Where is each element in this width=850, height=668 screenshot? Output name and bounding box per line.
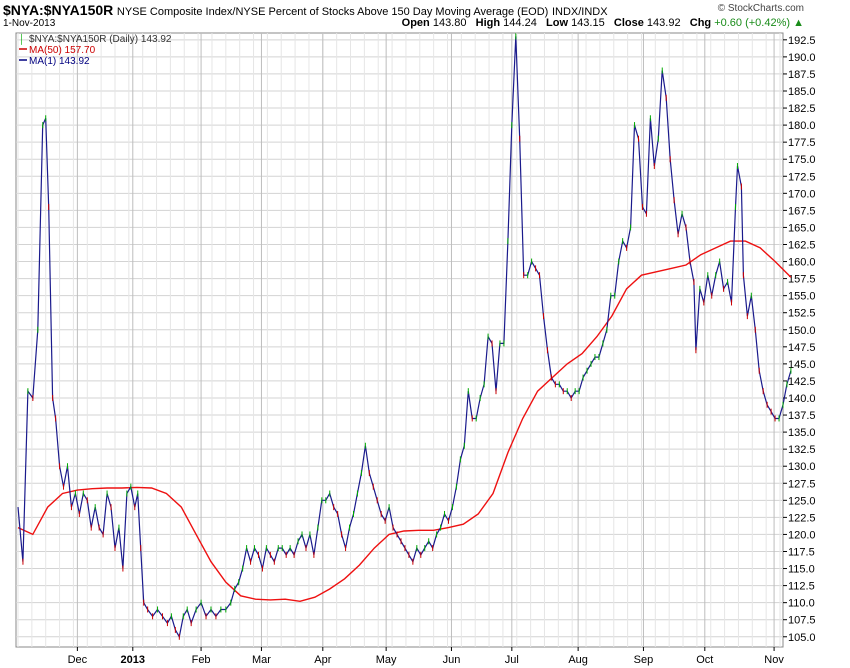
chart-symbol: $NYA:$NYA150R: [3, 2, 114, 18]
y-tick-label: 135.0: [788, 427, 816, 439]
chart-description: NYSE Composite Index/NYSE Percent of Sto…: [116, 6, 549, 18]
y-tick-label: 130.0: [788, 461, 816, 473]
y-tick-label: 137.5: [788, 410, 816, 422]
y-tick-label: 107.5: [788, 615, 816, 627]
grid-lines: [16, 33, 783, 647]
x-tick-label: Oct: [696, 654, 713, 666]
chg-label: Chg: [689, 17, 712, 29]
y-tick-label: 132.5: [788, 444, 816, 456]
chg-value: +0.60 (+0.42%): [714, 17, 791, 29]
ma50-line: [17, 240, 792, 603]
chart-exchange: INDX/INDX: [551, 6, 608, 18]
y-tick-label: 120.0: [788, 529, 816, 541]
up-triangle-icon: ▲: [793, 17, 804, 29]
x-tick-label: Nov: [764, 654, 784, 666]
close-value: 143.92: [646, 17, 681, 29]
chart-date: 1-Nov-2013: [3, 18, 56, 29]
legend-entry: MA(1) 143.92: [29, 56, 90, 67]
y-tick-label: 180.0: [788, 120, 816, 132]
y-tick-label: 115.0: [788, 564, 815, 576]
y-tick-label: 167.5: [788, 205, 816, 217]
x-tick-label: 2013: [121, 654, 145, 666]
x-tick-label: Dec: [68, 654, 88, 666]
y-tick-label: 160.0: [788, 257, 816, 269]
y-tick-label: 155.0: [788, 291, 816, 303]
y-tick-label: 157.5: [788, 274, 816, 286]
close-label: Close: [613, 17, 644, 29]
y-tick-label: 162.5: [788, 239, 816, 251]
y-tick-label: 117.5: [788, 546, 815, 558]
x-tick-label: Jul: [505, 654, 519, 666]
y-axis: 105.0 107.5 110.0 112.5 115.0 117.5 120.0 122.5…: [783, 35, 816, 644]
y-tick-label: 182.5: [788, 103, 816, 115]
y-tick-label: 145.0: [788, 359, 816, 371]
y-tick-label: 150.0: [788, 325, 816, 337]
y-tick-label: 140.0: [788, 393, 816, 405]
legend-entry: $NYA:$NYA150R (Daily) 143.92: [29, 34, 172, 45]
open-label: Open: [401, 17, 430, 29]
y-tick-label: 110.0: [788, 598, 815, 610]
y-tick-label: 192.5: [788, 35, 816, 47]
bar-icon: │: [19, 33, 25, 45]
y-tick-label: 165.0: [788, 222, 816, 234]
y-tick-label: 190.0: [788, 52, 816, 64]
y-tick-label: 125.0: [788, 495, 816, 507]
high-label: High: [475, 17, 501, 29]
y-tick-label: 152.5: [788, 308, 816, 320]
open-value: 143.80: [432, 17, 467, 29]
stockcharts-credit[interactable]: © StockCharts.com: [717, 3, 804, 14]
y-tick-label: 112.5: [788, 581, 815, 593]
ohlc-readout: Open 143.80 High 144.24 Low 143.15 Close…: [402, 17, 804, 29]
series-layer: [17, 33, 792, 640]
y-tick-label: 172.5: [788, 171, 816, 183]
y-tick-label: 105.0: [788, 632, 816, 644]
y-tick-label: 127.5: [788, 478, 816, 490]
x-tick-label: Feb: [192, 654, 211, 666]
high-value: 144.24: [503, 17, 537, 29]
x-tick-label: Sep: [634, 654, 654, 666]
low-value: 143.15: [571, 17, 605, 29]
low-label: Low: [546, 17, 568, 29]
x-tick-label: Apr: [314, 654, 331, 666]
y-tick-label: 175.0: [788, 154, 816, 166]
y-tick-label: 147.5: [788, 342, 816, 354]
y-tick-label: 142.5: [788, 376, 816, 388]
y-tick-label: 177.5: [788, 137, 816, 149]
x-tick-label: Jun: [443, 654, 461, 666]
x-tick-label: May: [376, 654, 397, 666]
x-tick-label: Mar: [252, 654, 271, 666]
y-tick-label: 185.0: [788, 86, 816, 98]
legend-entry: MA(50) 157.70: [29, 45, 96, 56]
y-tick-label: 187.5: [788, 69, 816, 81]
x-tick-label: Aug: [568, 654, 588, 666]
y-tick-label: 122.5: [788, 512, 816, 524]
chart-header: $NYA:$NYA150R NYSE Composite Index/NYSE …: [3, 2, 608, 18]
x-axis: Dec 2013 Feb Mar Apr May Jun Jul Aug Sep Oct Nov: [68, 647, 784, 666]
y-tick-label: 170.0: [788, 188, 816, 200]
